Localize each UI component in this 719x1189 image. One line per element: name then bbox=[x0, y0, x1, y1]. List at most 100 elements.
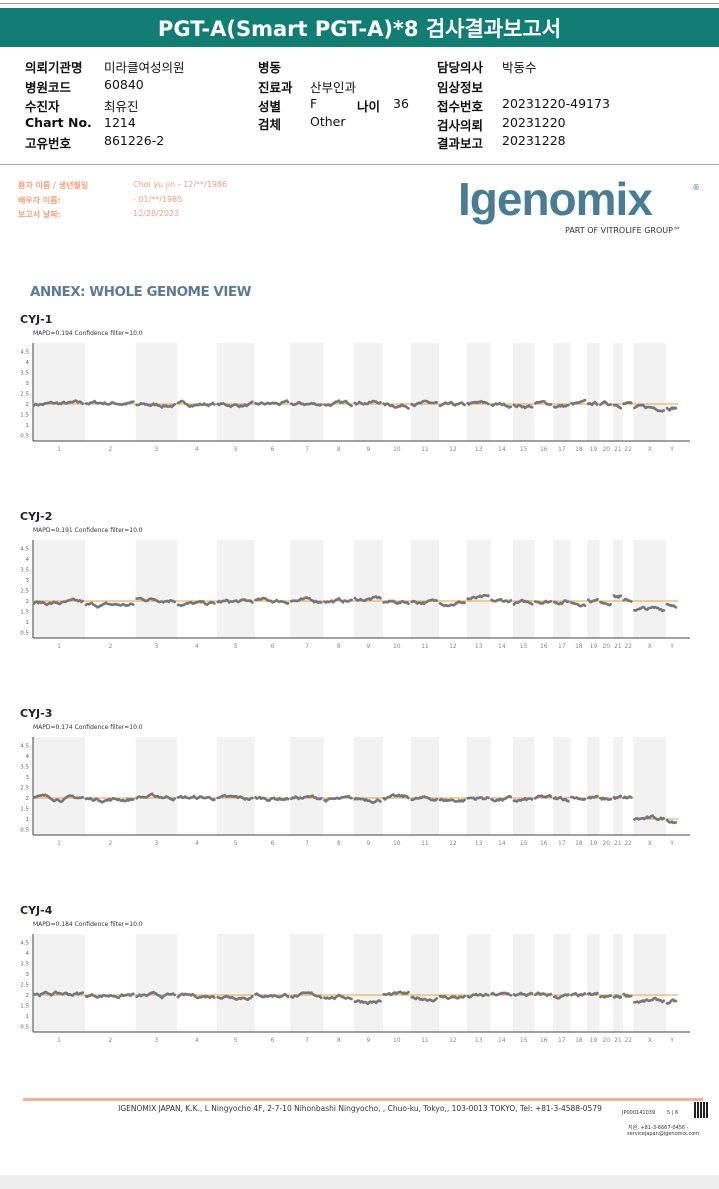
patient-value: 최유진 bbox=[104, 99, 139, 114]
x-tick-label: 9 bbox=[366, 643, 370, 650]
copy-number-point bbox=[81, 991, 84, 995]
copy-number-point bbox=[131, 603, 135, 606]
y-tick-label: 4.5 bbox=[20, 350, 29, 356]
copy-number-point bbox=[674, 406, 678, 410]
x-tick-label: X bbox=[648, 1037, 652, 1044]
x-tick-label: 2 bbox=[108, 643, 112, 650]
specimen-value: Other bbox=[310, 114, 346, 129]
x-tick-label: 15 bbox=[520, 840, 528, 847]
x-tick-label: 3 bbox=[154, 446, 158, 453]
x-tick-label: 16 bbox=[540, 446, 548, 453]
x-tick-label: 6 bbox=[271, 840, 275, 847]
x-tick-label: Y bbox=[669, 1037, 674, 1044]
copy-number-point bbox=[583, 604, 587, 607]
copy-number-point bbox=[530, 797, 534, 801]
copy-number-point bbox=[619, 794, 623, 798]
chromosome-band bbox=[290, 540, 324, 638]
copy-number-point bbox=[131, 992, 135, 996]
copy-number-point bbox=[435, 797, 438, 801]
x-tick-label: 18 bbox=[575, 1037, 583, 1044]
footer-divider bbox=[23, 1098, 703, 1101]
chromosome-band bbox=[353, 737, 383, 835]
x-tick-label: 3 bbox=[154, 1037, 158, 1044]
x-tick-label: 20 bbox=[602, 643, 610, 650]
y-tick-label: 3.5 bbox=[20, 962, 29, 968]
y-tick-label: 1 bbox=[26, 620, 30, 626]
chart-no-label: Chart No. bbox=[25, 115, 92, 130]
copy-number-point bbox=[319, 601, 323, 604]
x-tick-label: 12 bbox=[449, 1037, 457, 1044]
copy-number-point bbox=[81, 402, 84, 405]
x-tick-label: 21 bbox=[614, 643, 622, 650]
sample-title: CYJ-1 bbox=[20, 313, 53, 326]
chart-no-value: 1214 bbox=[104, 115, 136, 130]
x-tick-label: 6 bbox=[271, 446, 275, 453]
y-tick-label: 2 bbox=[26, 993, 30, 999]
x-tick-label: 3 bbox=[154, 840, 158, 847]
x-tick-label: 7 bbox=[305, 643, 309, 650]
sample-title: CYJ-2 bbox=[20, 510, 53, 523]
y-tick-label: 3 bbox=[26, 972, 30, 978]
sex-label: 성별 bbox=[258, 99, 282, 114]
copy-number-point bbox=[549, 403, 553, 406]
y-tick-label: 1.5 bbox=[20, 807, 29, 813]
ward-label: 병동 bbox=[258, 60, 282, 75]
copy-number-point bbox=[674, 605, 678, 609]
header-divider bbox=[0, 164, 719, 165]
genome-plot: 4.543.532.521.510.51 2 3 4 5 6 7 8 9 10 11 12 13 14 15… bbox=[20, 343, 690, 453]
x-tick-label: 4 bbox=[195, 1037, 199, 1044]
chromosome-band bbox=[135, 737, 178, 835]
copy-number-point bbox=[549, 795, 553, 798]
x-tick-label: 1 bbox=[57, 840, 61, 847]
y-tick-label: 2.5 bbox=[20, 983, 29, 989]
chromosome-band bbox=[553, 934, 571, 1032]
copy-number-point bbox=[486, 402, 490, 406]
copy-number-point bbox=[350, 796, 353, 800]
y-tick-label: 3 bbox=[26, 775, 30, 781]
x-tick-label: 20 bbox=[602, 446, 610, 453]
chromosome-band bbox=[612, 343, 623, 441]
copy-number-point bbox=[486, 796, 490, 800]
x-tick-label: 21 bbox=[614, 840, 622, 847]
copy-number-point bbox=[629, 600, 633, 603]
x-tick-label: 5 bbox=[234, 446, 238, 453]
qr-code-icon bbox=[694, 1102, 708, 1118]
copy-number-point bbox=[530, 405, 534, 409]
copy-number-point bbox=[463, 601, 466, 605]
x-tick-label: 22 bbox=[624, 446, 632, 453]
receipt-value: 20231220-49173 bbox=[502, 96, 610, 111]
y-tick-label: 4 bbox=[26, 557, 30, 563]
x-tick-label: 15 bbox=[520, 643, 528, 650]
chromosome-band bbox=[587, 737, 600, 835]
x-tick-label: 7 bbox=[305, 840, 309, 847]
copy-number-point bbox=[407, 990, 410, 994]
y-tick-label: 4 bbox=[26, 360, 30, 366]
y-tick-label: 3.5 bbox=[20, 371, 29, 377]
report-title: PGT-A(Smart PGT-A)*8 검사결과보고서 bbox=[0, 8, 719, 47]
x-tick-label: 9 bbox=[366, 1037, 370, 1044]
copy-number-point bbox=[250, 796, 254, 800]
x-tick-label: 12 bbox=[449, 643, 457, 650]
copy-number-point bbox=[619, 406, 623, 410]
copy-number-point bbox=[609, 403, 613, 406]
x-tick-label: 2 bbox=[108, 1037, 112, 1044]
unique-no-value: 861226-2 bbox=[104, 133, 165, 148]
x-tick-label: 21 bbox=[614, 1037, 622, 1044]
chromosome-band bbox=[513, 737, 535, 835]
copy-number-point bbox=[530, 602, 534, 606]
x-tick-label: 6 bbox=[271, 1037, 275, 1044]
copy-number-point bbox=[250, 601, 254, 604]
copy-number-point bbox=[250, 995, 254, 998]
chromosome-band bbox=[290, 343, 324, 441]
copy-number-point bbox=[486, 594, 490, 598]
chromosome-band bbox=[33, 540, 86, 638]
age-value: 36 bbox=[393, 96, 409, 111]
copy-number-point bbox=[674, 821, 678, 824]
request-label: 검사의뢰 bbox=[437, 118, 484, 133]
x-tick-label: 22 bbox=[624, 1037, 632, 1044]
copy-number-point bbox=[566, 600, 570, 604]
x-tick-label: 15 bbox=[520, 1037, 528, 1044]
copy-number-point bbox=[619, 594, 623, 598]
page-number: 5 | 6 bbox=[667, 1110, 679, 1116]
x-tick-label: 14 bbox=[498, 643, 506, 650]
